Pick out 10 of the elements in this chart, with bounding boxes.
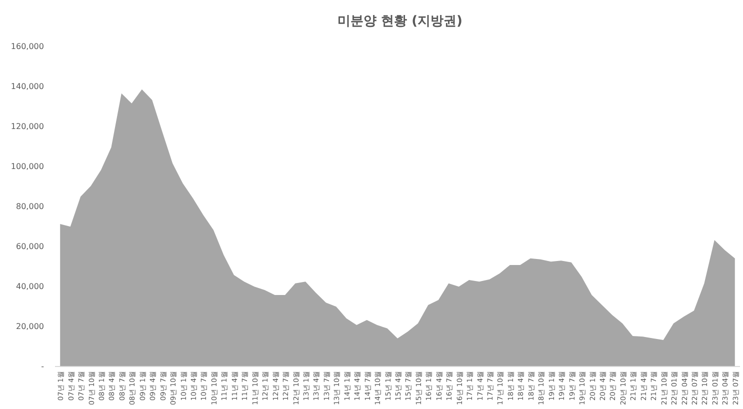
y-tick-label: 60,000 xyxy=(16,242,44,251)
y-tick-label: 20,000 xyxy=(16,322,44,331)
y-tick-label: - xyxy=(41,362,44,371)
y-tick-label: 100,000 xyxy=(10,162,44,171)
chart-title: 미분양 현황 (지방권) xyxy=(338,14,462,29)
y-tick-label: 120,000 xyxy=(10,122,44,131)
y-tick-label: 160,000 xyxy=(10,42,44,51)
y-tick-label: 80,000 xyxy=(16,202,44,211)
y-tick-label: 40,000 xyxy=(16,282,44,291)
y-tick-label: 140,000 xyxy=(10,82,44,91)
